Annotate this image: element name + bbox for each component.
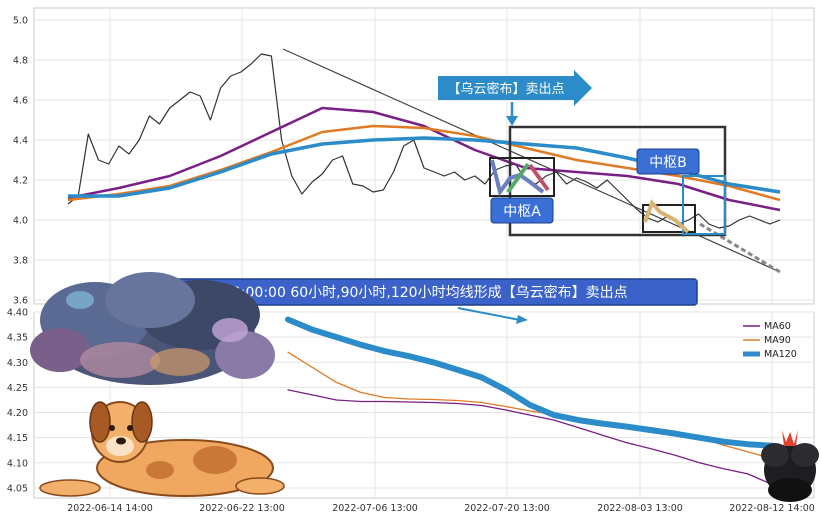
- zhongshu-a-text: 中枢A: [503, 204, 541, 220]
- upper-series-price: [67, 53, 781, 229]
- lower-y-tick-label: 4.35: [7, 333, 28, 344]
- x-tick-label: 2022-08-12 14:00: [729, 503, 815, 514]
- lower-y-tick-label: 4.05: [7, 483, 28, 494]
- signal-banner-text: 22-07-19 13:00:00 60小时,90小时,120小时均线形成【乌云…: [155, 284, 628, 301]
- legend-ma90-label: MA90: [764, 335, 791, 346]
- upper-y-tick-label: 4.6: [13, 96, 28, 107]
- storm-cloud-illustration: [30, 272, 275, 385]
- zhongshu-a-label: 中枢A: [490, 197, 554, 224]
- upper-y-tick-label: 5.0: [13, 16, 28, 27]
- lower-series-ma120: [285, 316, 775, 449]
- lower-y-tick-label: 4.30: [7, 358, 28, 369]
- upper-y-tick-label: 3.8: [13, 256, 28, 267]
- zhongshu-b-label: 中枢B: [636, 148, 700, 175]
- upper-series-ma60: [67, 106, 781, 212]
- zhongshu-a-box: [489, 157, 555, 197]
- upper-y-tick-label: 3.6: [13, 296, 28, 307]
- x-tick-label: 2022-07-06 13:00: [332, 503, 418, 514]
- legend-ma60-label: MA60: [764, 321, 791, 332]
- blue-box: [682, 175, 726, 235]
- lower-y-tick-label: 4.10: [7, 458, 28, 469]
- lower-y-tick-label: 4.40: [7, 308, 28, 319]
- signal-label: 【乌云密布】卖出点: [447, 81, 564, 97]
- lower-y-ticks: 4.05 4.10 4.15 4.20 4.25 4.30 4.35 4.40: [7, 308, 28, 495]
- explosion-cloud-illustration: [761, 430, 819, 502]
- legend-ma120-label: MA120: [764, 349, 797, 360]
- signal-pointer-head: [506, 116, 518, 126]
- lower-series-ma60: [287, 389, 773, 486]
- dog-illustration: [39, 401, 285, 497]
- lower-y-tick-label: 4.25: [7, 383, 28, 394]
- lower-x-ticks: 2022-06-14 14:00 2022-06-22 13:00 2022-07-…: [67, 503, 815, 514]
- zhongshu-b-box: [642, 204, 696, 233]
- banner-pointer: [457, 307, 521, 321]
- stroke-segment-green: [506, 162, 530, 194]
- banner-pointer-head: [516, 315, 528, 324]
- x-tick-label: 2022-06-22 13:00: [199, 503, 285, 514]
- zhongshu-b-text: 中枢B: [649, 155, 687, 171]
- stroke-segment-b: [643, 199, 690, 234]
- upper-y-tick-label: 4.0: [13, 216, 28, 227]
- upper-y-tick-label: 4.2: [13, 176, 28, 187]
- lower-y-tick-label: 4.20: [7, 408, 28, 419]
- x-tick-label: 2022-08-03 13:00: [597, 503, 683, 514]
- upper-y-tick-label: 4.4: [13, 136, 28, 147]
- signal-callout: 【乌云密布】卖出点: [438, 70, 592, 126]
- signal-banner: 22-07-19 13:00:00 60小时,90小时,120小时均线形成【乌云…: [141, 278, 698, 306]
- stroke-segment-a: [490, 159, 545, 197]
- lower-y-tick-label: 4.15: [7, 433, 28, 444]
- lower-series: [285, 316, 775, 486]
- signal-arrow-shape: [438, 70, 592, 106]
- upper-y-ticks: 3.6 3.8 4.0 4.2 4.4 4.6 4.8 5.0: [13, 16, 28, 307]
- x-tick-label: 2022-06-14 14:00: [67, 503, 153, 514]
- stroke-segment-red: [528, 163, 550, 192]
- legend: MA60 MA90 MA120: [743, 321, 797, 360]
- upper-y-tick-label: 4.8: [13, 56, 28, 67]
- x-tick-label: 2022-07-20 13:00: [464, 503, 550, 514]
- upper-panel: 3.6 3.8 4.0 4.2 4.4 4.6 4.8 5.0 【乌云密布】卖出点 中枢A: [13, 7, 815, 307]
